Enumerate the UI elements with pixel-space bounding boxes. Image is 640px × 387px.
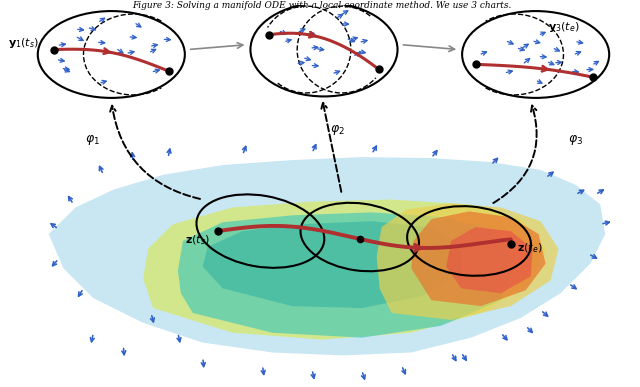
- PathPatch shape: [143, 200, 545, 340]
- Text: Figure 3: Solving a manifold ODE with a local coordinate method. We use 3 charts: Figure 3: Solving a manifold ODE with a …: [132, 1, 511, 10]
- Ellipse shape: [250, 3, 397, 96]
- PathPatch shape: [446, 227, 532, 293]
- Text: $\varphi_3$: $\varphi_3$: [568, 133, 584, 147]
- Text: $\mathbf{z}(t_s)$: $\mathbf{z}(t_s)$: [185, 233, 210, 247]
- Ellipse shape: [38, 11, 185, 98]
- PathPatch shape: [49, 157, 605, 355]
- PathPatch shape: [203, 221, 461, 308]
- Ellipse shape: [462, 11, 609, 98]
- PathPatch shape: [178, 212, 516, 338]
- Text: $\varphi_2$: $\varphi_2$: [330, 123, 345, 137]
- Text: $\varphi_1$: $\varphi_1$: [86, 133, 100, 147]
- Text: $\mathbf{y}_3(t_e)$: $\mathbf{y}_3(t_e)$: [548, 20, 579, 34]
- Text: $\mathbf{y}_1(t_s)$: $\mathbf{y}_1(t_s)$: [8, 36, 39, 50]
- PathPatch shape: [412, 211, 545, 306]
- Text: $\mathbf{z}(t_e)$: $\mathbf{z}(t_e)$: [516, 241, 543, 255]
- PathPatch shape: [377, 204, 559, 320]
